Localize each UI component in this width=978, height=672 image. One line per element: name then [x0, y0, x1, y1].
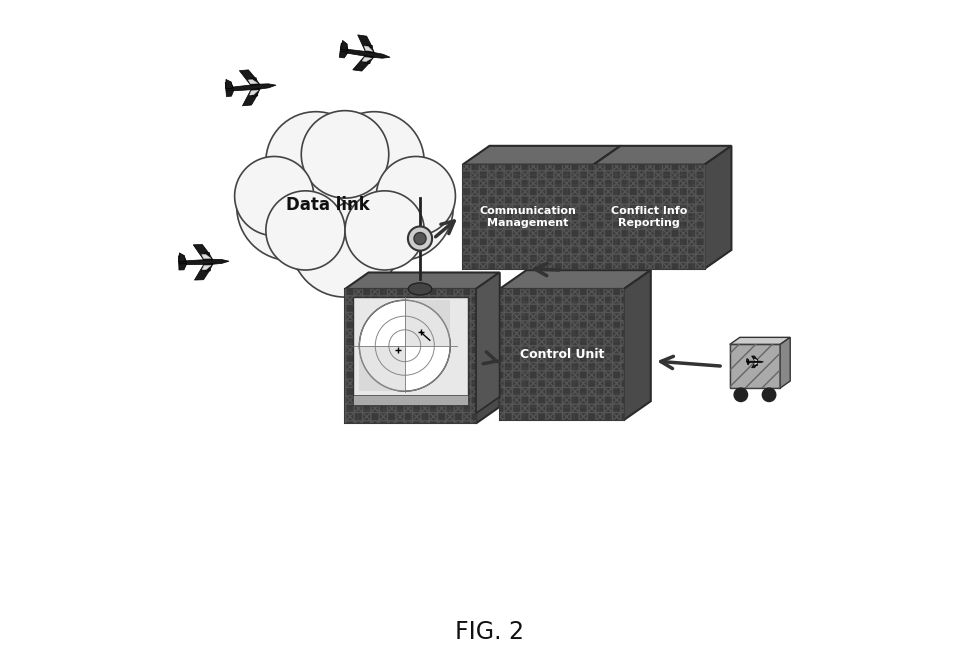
Polygon shape — [239, 70, 259, 85]
Circle shape — [324, 112, 423, 212]
Polygon shape — [754, 364, 756, 365]
Circle shape — [235, 157, 314, 236]
Polygon shape — [746, 362, 748, 364]
Polygon shape — [753, 360, 757, 361]
Polygon shape — [225, 82, 234, 89]
Polygon shape — [193, 245, 212, 260]
Polygon shape — [243, 89, 260, 106]
Circle shape — [266, 112, 366, 212]
Circle shape — [414, 233, 425, 245]
Polygon shape — [353, 395, 467, 405]
Polygon shape — [179, 263, 187, 270]
Circle shape — [301, 111, 388, 198]
Polygon shape — [344, 289, 475, 423]
Circle shape — [408, 226, 431, 251]
Polygon shape — [365, 61, 370, 64]
Text: FIG. 2: FIG. 2 — [455, 620, 523, 644]
Circle shape — [359, 300, 450, 391]
Text: Communication
Management: Communication Management — [479, 206, 576, 228]
Polygon shape — [704, 146, 731, 269]
Polygon shape — [364, 46, 373, 51]
Polygon shape — [340, 40, 347, 50]
Polygon shape — [362, 57, 372, 62]
Polygon shape — [367, 45, 372, 48]
Polygon shape — [751, 363, 757, 368]
Text: Data link: Data link — [286, 196, 370, 214]
Polygon shape — [475, 273, 499, 413]
Polygon shape — [205, 269, 210, 271]
Circle shape — [290, 189, 399, 297]
Circle shape — [344, 153, 453, 261]
Text: Conflict Info
Reporting: Conflict Info Reporting — [610, 206, 687, 228]
Circle shape — [237, 153, 344, 261]
Circle shape — [344, 191, 423, 270]
Polygon shape — [746, 359, 748, 362]
Circle shape — [376, 157, 455, 236]
Polygon shape — [463, 165, 593, 269]
Polygon shape — [746, 361, 763, 363]
Polygon shape — [593, 146, 620, 269]
Polygon shape — [201, 265, 211, 269]
Polygon shape — [404, 300, 450, 345]
Polygon shape — [475, 273, 499, 423]
Polygon shape — [499, 270, 650, 289]
Polygon shape — [357, 35, 374, 53]
Ellipse shape — [408, 283, 431, 295]
Polygon shape — [226, 84, 276, 91]
Polygon shape — [179, 259, 229, 265]
Polygon shape — [226, 90, 234, 97]
Polygon shape — [248, 80, 257, 84]
Polygon shape — [340, 43, 348, 50]
Polygon shape — [179, 253, 186, 262]
Polygon shape — [339, 49, 390, 58]
Polygon shape — [593, 165, 704, 269]
Polygon shape — [729, 337, 789, 345]
Polygon shape — [593, 146, 731, 165]
Polygon shape — [195, 264, 213, 280]
Polygon shape — [463, 146, 620, 165]
Polygon shape — [352, 56, 374, 71]
Polygon shape — [249, 90, 258, 95]
Circle shape — [762, 388, 775, 402]
Polygon shape — [252, 94, 257, 96]
Polygon shape — [779, 337, 789, 388]
Circle shape — [266, 191, 344, 270]
Polygon shape — [751, 356, 757, 362]
Circle shape — [270, 136, 420, 287]
Polygon shape — [353, 297, 467, 405]
Polygon shape — [204, 253, 209, 255]
Polygon shape — [201, 255, 210, 259]
Polygon shape — [623, 270, 650, 420]
Polygon shape — [753, 363, 757, 364]
Polygon shape — [344, 273, 499, 289]
Polygon shape — [178, 256, 187, 262]
Polygon shape — [499, 289, 623, 420]
Text: Control Unit: Control Unit — [519, 348, 603, 361]
Polygon shape — [339, 51, 348, 58]
Polygon shape — [746, 360, 748, 362]
Circle shape — [734, 388, 747, 402]
Polygon shape — [359, 345, 404, 391]
Polygon shape — [251, 78, 256, 80]
Polygon shape — [226, 79, 233, 89]
Polygon shape — [729, 345, 779, 388]
